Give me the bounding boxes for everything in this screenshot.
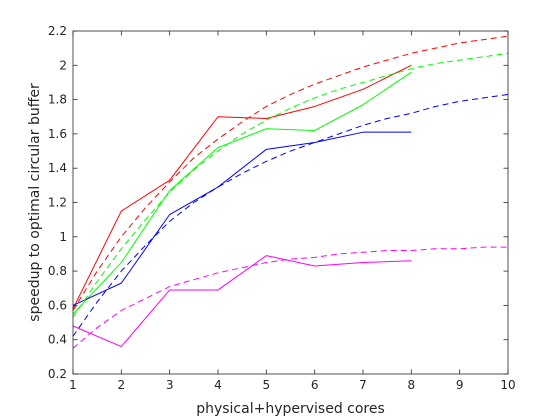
y-tick-label: 1.2 [48, 196, 67, 210]
x-tick-label: 2 [118, 378, 126, 392]
series-line-7-dashed [72, 93, 509, 337]
tick-labels-layer: 1 2 3 4 5 6 7 8 9 10 0.2 0.4 0.6 0.8 1 1.2 1.4 1.6 1.8 2 2.2 [48, 24, 516, 392]
x-tick-label: 9 [456, 378, 464, 392]
series-line-6-dashed [72, 52, 509, 318]
x-tick-label: 4 [214, 378, 222, 392]
series-line-4-solid [72, 255, 412, 348]
y-tick-label: 2 [59, 58, 67, 72]
series-line-3-solid [72, 131, 412, 306]
y-tick-label: 0.8 [48, 264, 67, 278]
y-axis-label: speedup to optimal circular buffer [27, 83, 43, 322]
series-line-8-dashed [72, 246, 508, 349]
series-line-5-dashed [72, 35, 509, 311]
y-tick-label: 2.2 [48, 24, 67, 38]
ticks-layer [72, 30, 509, 375]
x-tick-label: 3 [166, 378, 174, 392]
y-tick-label: 1.8 [48, 93, 67, 107]
y-tick-label: 1.6 [48, 127, 67, 141]
x-tick-label: 10 [500, 378, 515, 392]
y-tick-label: 0.6 [48, 298, 67, 312]
plot-area [73, 31, 508, 374]
y-tick-label: 0.4 [48, 333, 67, 347]
x-tick-label: 6 [311, 378, 319, 392]
series-line-2-solid [72, 71, 412, 315]
y-tick-label: 1.4 [48, 161, 67, 175]
x-axis-label: physical+hypervised cores [196, 401, 385, 417]
series-layer [72, 35, 509, 349]
x-tick-label: 5 [263, 378, 271, 392]
y-tick-label: 0.2 [48, 367, 67, 381]
series-line-1-solid [72, 64, 412, 310]
x-tick-label: 1 [69, 378, 77, 392]
x-tick-label: 8 [408, 378, 416, 392]
x-tick-label: 7 [359, 378, 367, 392]
y-tick-label: 1 [59, 230, 67, 244]
